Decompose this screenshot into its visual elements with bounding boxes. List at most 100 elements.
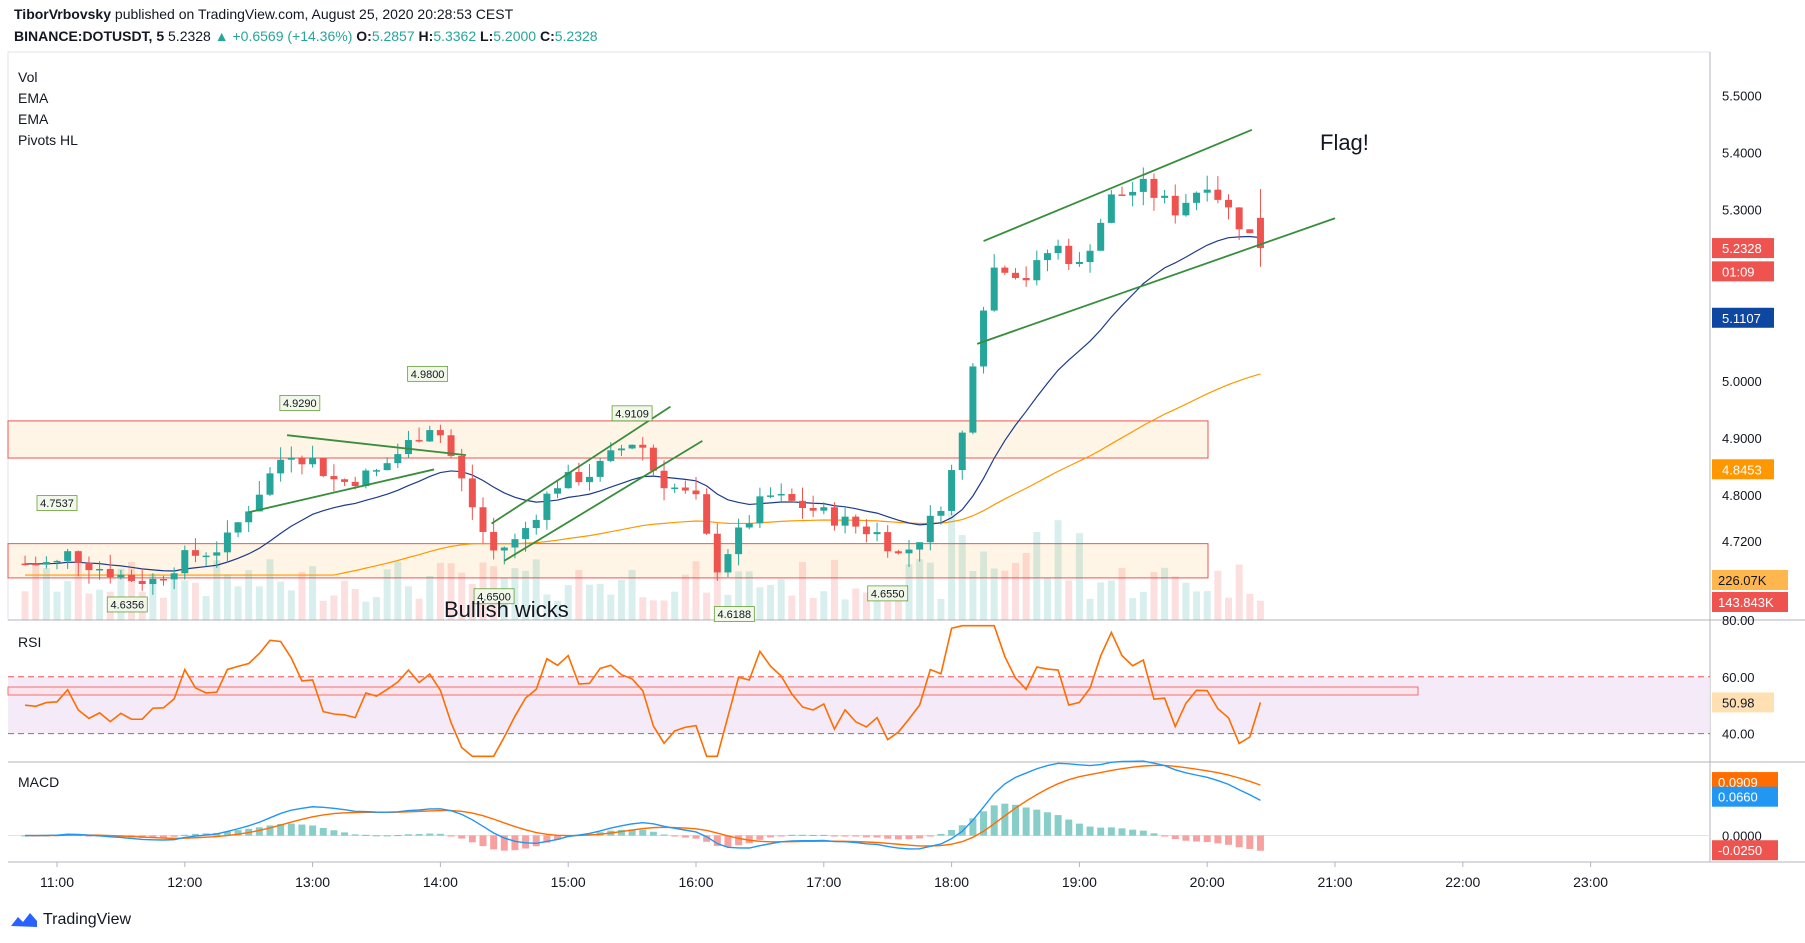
- macd-hist-bar: [756, 835, 764, 840]
- macd-hist-bar: [649, 831, 657, 836]
- candle: [586, 463, 593, 491]
- symbol-name[interactable]: BINANCE:DOTUSDT, 5: [14, 28, 165, 44]
- candle: [873, 522, 881, 542]
- candle: [341, 478, 349, 486]
- candle-body: [191, 550, 199, 556]
- volume-bar: [1118, 568, 1126, 620]
- price-badge: 01:09: [1712, 261, 1774, 282]
- macd-hist-bar: [1033, 809, 1041, 836]
- volume-bar: [841, 599, 849, 620]
- candle-body: [319, 458, 327, 477]
- macd-hist-bar: [1171, 835, 1179, 840]
- candle-body: [128, 574, 136, 581]
- macd-hist-bar: [990, 805, 998, 836]
- publish-info: published on TradingView.com, August 25,…: [114, 6, 514, 22]
- candle: [958, 430, 966, 480]
- candle-body: [74, 551, 82, 563]
- tradingview-logo[interactable]: TradingView: [10, 910, 131, 930]
- badge-bg: [1712, 307, 1774, 328]
- candle: [926, 505, 934, 551]
- volume-bar: [149, 573, 157, 620]
- candle-body: [799, 500, 806, 509]
- macd-signal-line: [25, 764, 1261, 847]
- candle-body: [767, 495, 775, 497]
- candle-body: [937, 510, 945, 516]
- candle: [990, 254, 998, 312]
- macd-hist-bar: [543, 835, 551, 843]
- pivot-label: 4.9109: [611, 405, 653, 422]
- rsi-panel-label[interactable]: RSI: [18, 634, 42, 650]
- volume-badge: 143.843K: [1712, 592, 1788, 612]
- macd-hist-bar: [404, 834, 412, 836]
- indicator-pivots[interactable]: Pivots HL: [18, 132, 78, 148]
- candles: [21, 167, 1264, 595]
- candle-body: [1075, 261, 1083, 265]
- candle-body: [692, 490, 700, 495]
- candle-body: [1256, 217, 1264, 249]
- macd-hist-bar: [724, 835, 732, 847]
- volume-bar: [1054, 520, 1062, 620]
- candle-body: [926, 515, 934, 543]
- macd-hist-bar: [1065, 819, 1073, 836]
- volume-bar: [862, 592, 870, 620]
- macd-hist-bar: [1150, 833, 1158, 836]
- candle: [21, 555, 29, 566]
- ema-slow-line: [25, 373, 1261, 576]
- candle: [788, 488, 796, 503]
- candle-body: [1065, 245, 1073, 265]
- badge-text: 5.2328: [1722, 241, 1762, 256]
- candle: [532, 514, 540, 535]
- up-arrow-icon: ▲: [214, 28, 229, 44]
- candle: [64, 548, 72, 569]
- volume-bar: [1022, 553, 1030, 620]
- macd-hist-bar: [479, 835, 487, 847]
- macd-hist-bar: [873, 835, 881, 838]
- candle-body: [1182, 202, 1190, 216]
- candle-body: [820, 507, 828, 511]
- candle: [671, 483, 679, 494]
- author-name[interactable]: TiborVrbovsky: [14, 6, 112, 22]
- macd-hist-bar: [735, 835, 743, 846]
- volume-bar: [1097, 582, 1105, 620]
- candle: [1118, 186, 1126, 196]
- candle-body: [138, 580, 146, 585]
- candle: [820, 502, 828, 515]
- volume-bar: [96, 589, 104, 620]
- macd-hist-bar: [266, 825, 274, 836]
- macd-hist-bar: [1129, 829, 1137, 836]
- macd-badge: -0.0250: [1712, 840, 1778, 861]
- macd-hist-bar: [170, 835, 178, 837]
- candle-body: [809, 508, 817, 511]
- high-value: 5.3362: [433, 28, 477, 44]
- macd-hist-bar: [426, 833, 434, 836]
- indicator-ema-fast[interactable]: EMA: [18, 90, 49, 106]
- indicator-vol[interactable]: Vol: [18, 69, 38, 85]
- candle: [181, 545, 189, 580]
- macd-hist-bar: [916, 835, 924, 839]
- macd-hist-bar: [191, 833, 199, 836]
- volume-bar: [255, 586, 263, 620]
- macd-panel-label[interactable]: MACD: [18, 774, 60, 790]
- macd-hist-bar: [703, 835, 711, 842]
- flag-upper-line: [983, 128, 1253, 242]
- macd-hist-bar: [362, 834, 370, 836]
- candle-body: [426, 430, 434, 442]
- candle-body: [383, 463, 391, 471]
- volume-bar: [916, 559, 924, 620]
- candle-body: [181, 550, 189, 574]
- macd-hist-bar: [1161, 835, 1169, 837]
- candle-body: [160, 578, 167, 581]
- candle: [522, 521, 530, 552]
- pivot-label: 4.6188: [713, 606, 755, 622]
- wedge-resistance-line: [286, 434, 467, 457]
- rsi-tick-label: 80.00: [1722, 613, 1755, 628]
- candle: [106, 554, 114, 584]
- pivot-label: 4.9800: [407, 365, 449, 382]
- indicator-ema-slow[interactable]: EMA: [18, 111, 49, 127]
- macd-hist-bar: [862, 835, 870, 838]
- macd-hist-bar: [255, 827, 263, 836]
- macd-hist-bar: [394, 835, 402, 837]
- candle: [415, 427, 423, 443]
- candle: [692, 476, 700, 500]
